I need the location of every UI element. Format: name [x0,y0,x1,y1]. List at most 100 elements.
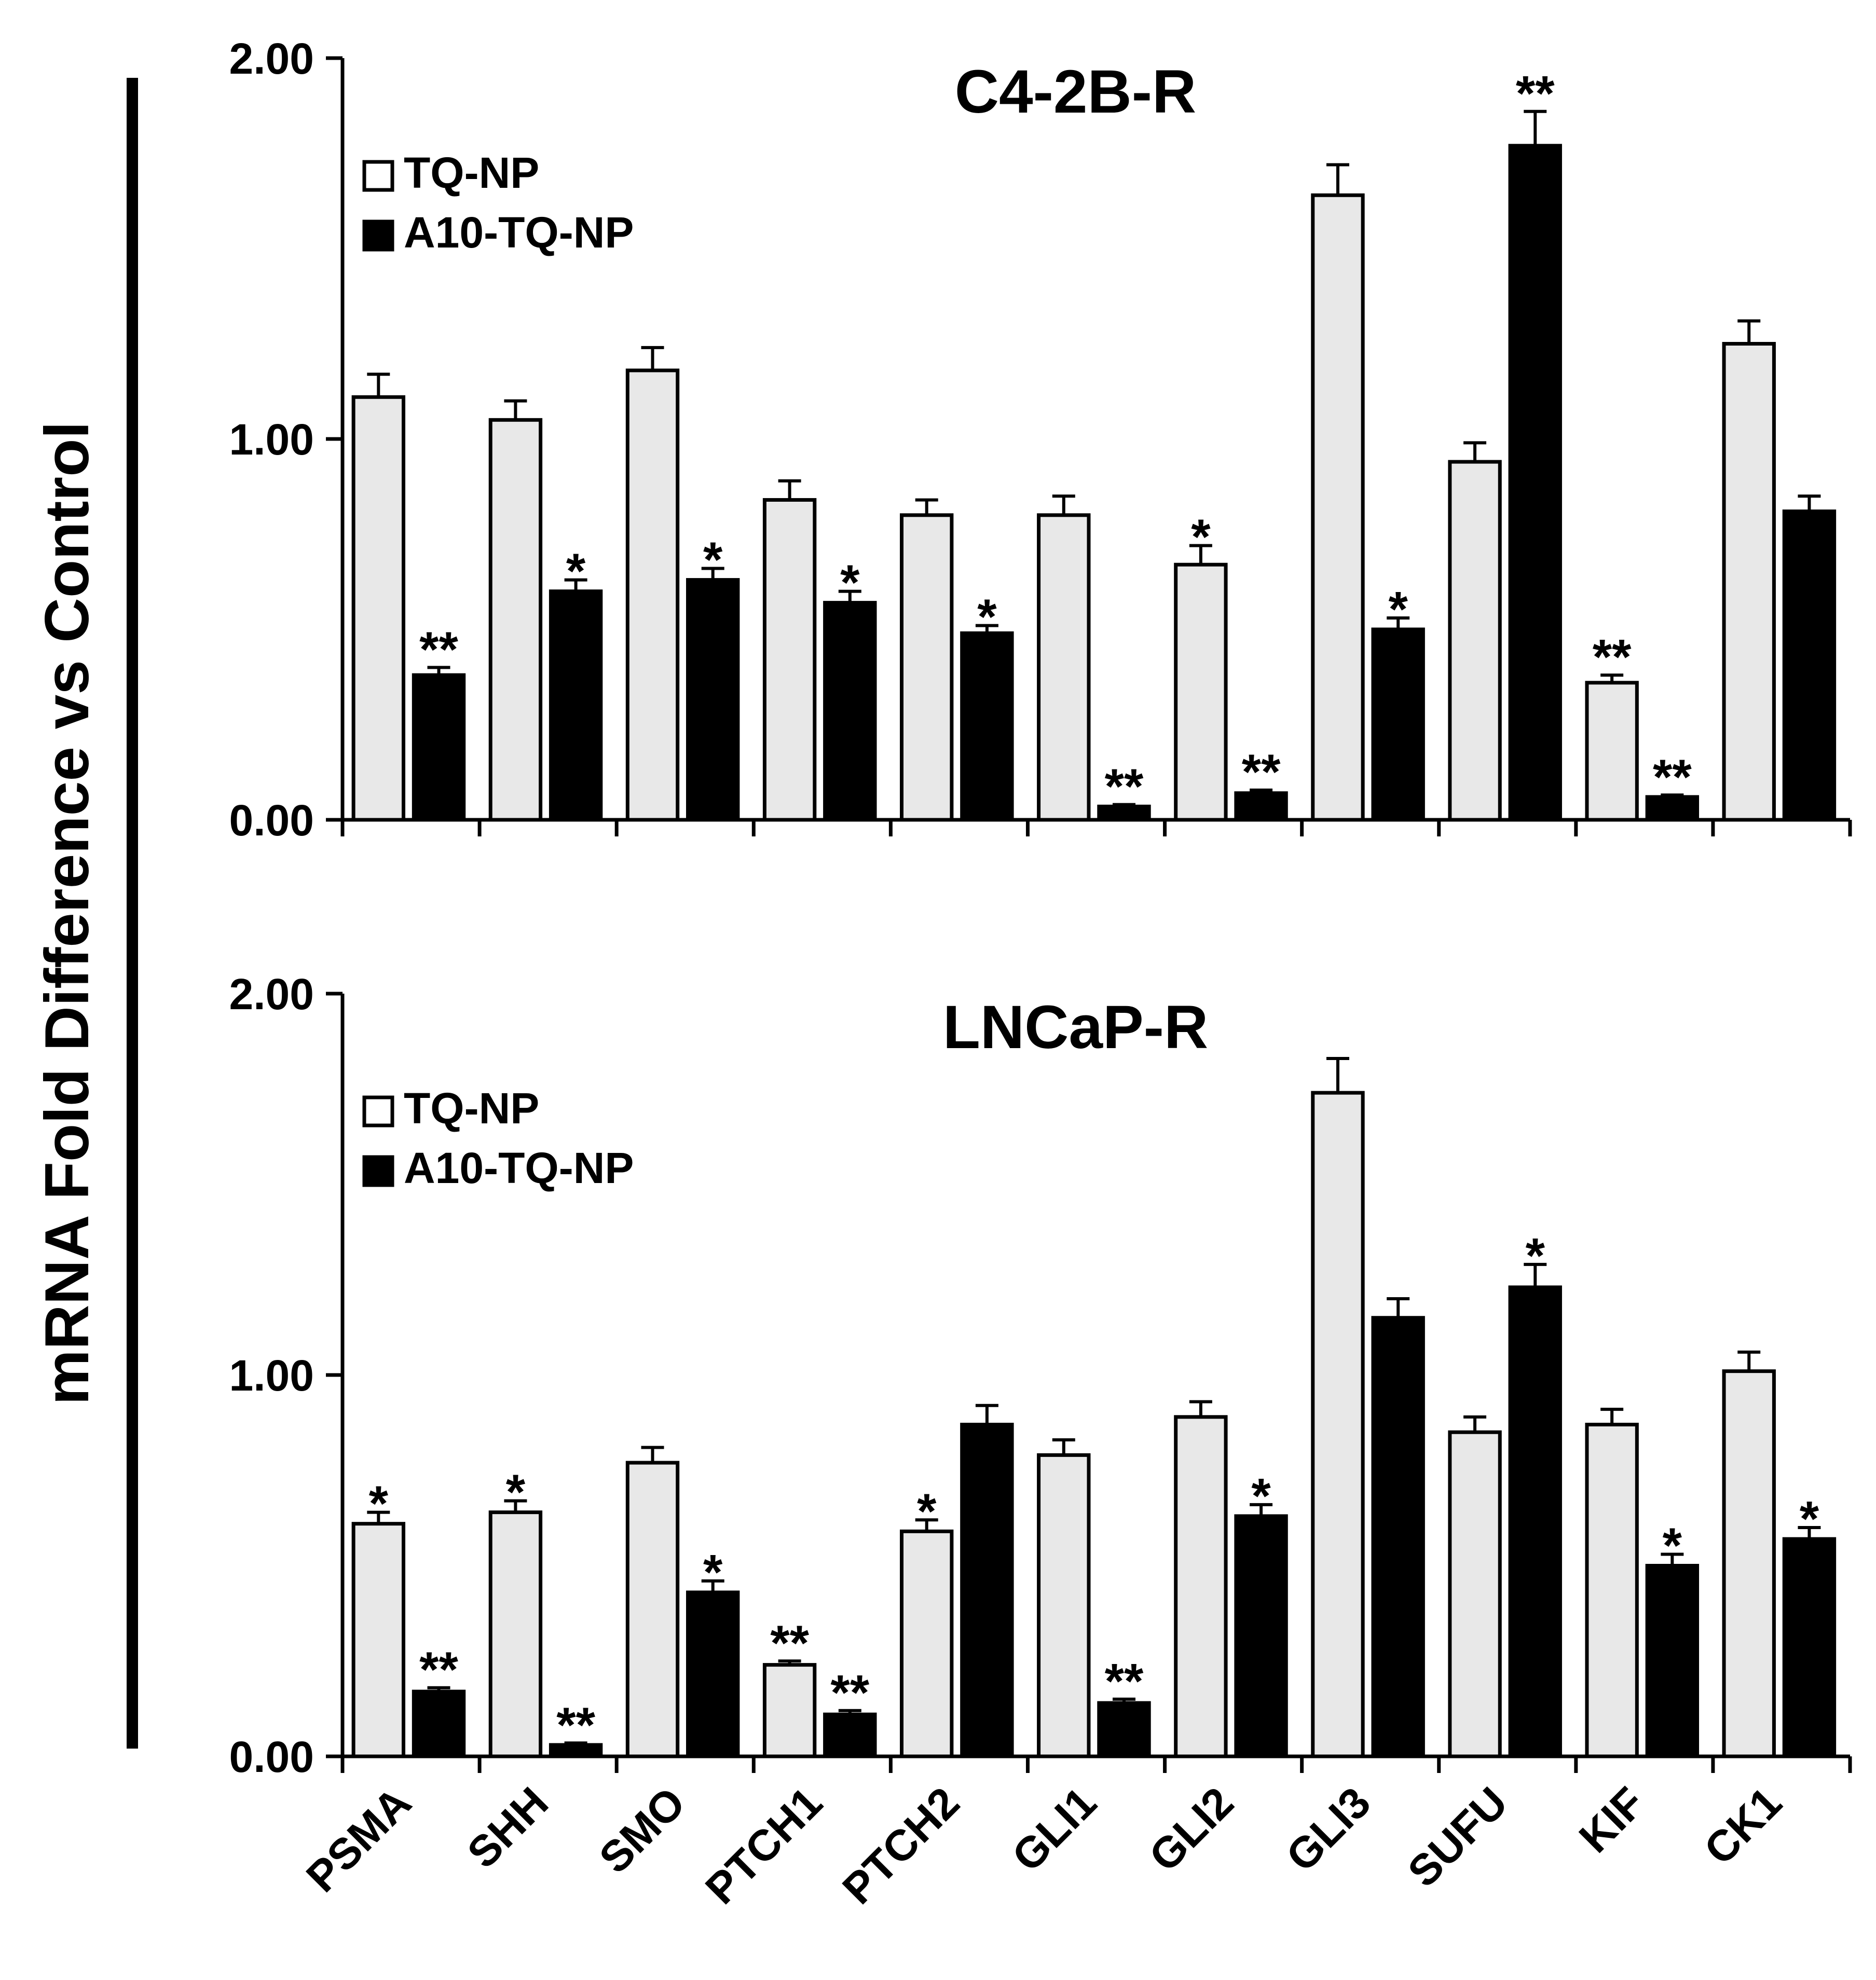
significance-marker: ** [1653,749,1692,805]
bar-a10-tq-np [549,1743,603,1758]
x-category-label: PTCH2 [833,1778,968,1913]
significance-marker: * [977,589,997,645]
x-category-label: PSMA [297,1778,420,1901]
bar-a10-tq-np [823,601,877,822]
legend-swatch [362,219,394,252]
bar-a10-tq-np [412,673,466,822]
significance-marker: * [1800,1491,1819,1547]
chart-title: LNCaP-R [943,993,1208,1062]
significance-marker: * [369,1476,389,1532]
bar-a10-tq-np [1234,1514,1288,1758]
bar-a10-tq-np [1097,804,1151,822]
significance-marker: ** [1593,629,1632,685]
significance-marker: * [917,1483,937,1539]
bar-a10-tq-np [412,1689,466,1758]
x-category-label: SMO [590,1778,694,1882]
y-axis-label: mRNA Fold Difference vs Control [32,421,102,1405]
significance-marker: * [840,555,860,611]
x-category-label: GLI1 [1003,1778,1105,1880]
x-category-label: GLI3 [1277,1778,1379,1880]
bar-a10-tq-np [1508,144,1562,822]
bar-tq-np [1585,681,1639,822]
y-tick-label: 1.00 [229,415,314,464]
bar-a10-tq-np [1234,791,1288,822]
bar-tq-np [625,368,680,822]
x-category-label: KIF [1570,1778,1654,1862]
significance-marker: ** [830,1665,869,1721]
significance-marker: * [566,544,586,599]
significance-marker: ** [556,1697,595,1753]
significance-marker: ** [770,1615,809,1671]
bar-tq-np [1311,1091,1365,1758]
bar-tq-np [1037,513,1091,822]
bar-a10-tq-np [960,1423,1014,1758]
bar-a10-tq-np [1782,509,1837,822]
bar-a10-tq-np [1645,795,1700,822]
significance-marker: * [1663,1518,1682,1573]
bar-tq-np [899,513,954,822]
bar-tq-np [1037,1453,1091,1758]
bar-tq-np [1448,1430,1502,1758]
bar-a10-tq-np [686,578,740,822]
legend-swatch [362,1155,394,1187]
significance-marker: * [1388,582,1408,637]
bar-tq-np [1722,1369,1776,1758]
x-category-label: CK1 [1695,1778,1791,1874]
x-category-label: PTCH1 [696,1778,831,1913]
bar-tq-np [488,418,543,822]
bar-a10-tq-np [823,1712,877,1758]
y-tick-label: 2.00 [229,970,314,1019]
significance-marker: * [1191,510,1211,565]
significance-marker: * [703,1545,723,1600]
y-tick-label: 0.00 [229,796,314,845]
bar-a10-tq-np [960,631,1014,822]
bar-tq-np [1722,342,1776,822]
significance-marker: * [506,1465,526,1520]
legend-label: TQ-NP [404,1084,539,1133]
y-tick-label: 2.00 [229,34,314,83]
x-category-label: GLI2 [1140,1778,1242,1880]
bar-a10-tq-np [1371,627,1425,822]
bar-a10-tq-np [1097,1701,1151,1758]
bar-a10-tq-np [686,1590,740,1758]
x-category-label: SHH [458,1778,557,1877]
bar-tq-np [899,1529,954,1758]
chart-title: C4-2B-R [955,58,1197,126]
significance-marker: ** [419,622,458,677]
bar-tq-np [351,395,406,822]
y-tick-label: 1.00 [229,1351,314,1400]
significance-marker: * [1526,1228,1545,1284]
legend-label: TQ-NP [404,148,539,197]
bar-tq-np [1311,193,1365,822]
bar-tq-np [351,1522,406,1758]
bar-tq-np [1585,1423,1639,1758]
chart-panel-2: LNCaP-R0.001.002.00* *********** ***** *TQ-… [229,970,1852,1913]
bar-tq-np [1174,1415,1228,1758]
significance-marker: ** [1105,759,1144,815]
bar-tq-np [762,498,817,822]
significance-marker: ** [1242,745,1281,800]
significance-marker: ** [419,1642,458,1698]
bar-tq-np [1448,460,1502,822]
y-tick-label: 0.00 [229,1732,314,1781]
bar-tq-np [762,1663,817,1758]
bar-tq-np [625,1461,680,1758]
legend-swatch [362,160,394,192]
bar-a10-tq-np [1371,1316,1425,1758]
bar-a10-tq-np [1508,1285,1562,1758]
bar-a10-tq-np [1782,1537,1837,1758]
chart-panel-1: C4-2B-R0.001.002.00****** * **** *******TQ-… [229,34,1852,845]
bar-a10-tq-np [1645,1564,1700,1758]
significance-marker: ** [1516,66,1555,121]
legend-label: A10-TQ-NP [404,1144,634,1192]
legend-swatch [362,1095,394,1128]
x-category-label: SUFU [1399,1778,1517,1896]
bar-tq-np [488,1510,543,1758]
significance-marker: * [1251,1468,1271,1524]
significance-marker: ** [1105,1654,1144,1709]
legend-label: A10-TQ-NP [404,208,634,257]
bar-tq-np [1174,562,1228,822]
bar-a10-tq-np [549,589,603,822]
